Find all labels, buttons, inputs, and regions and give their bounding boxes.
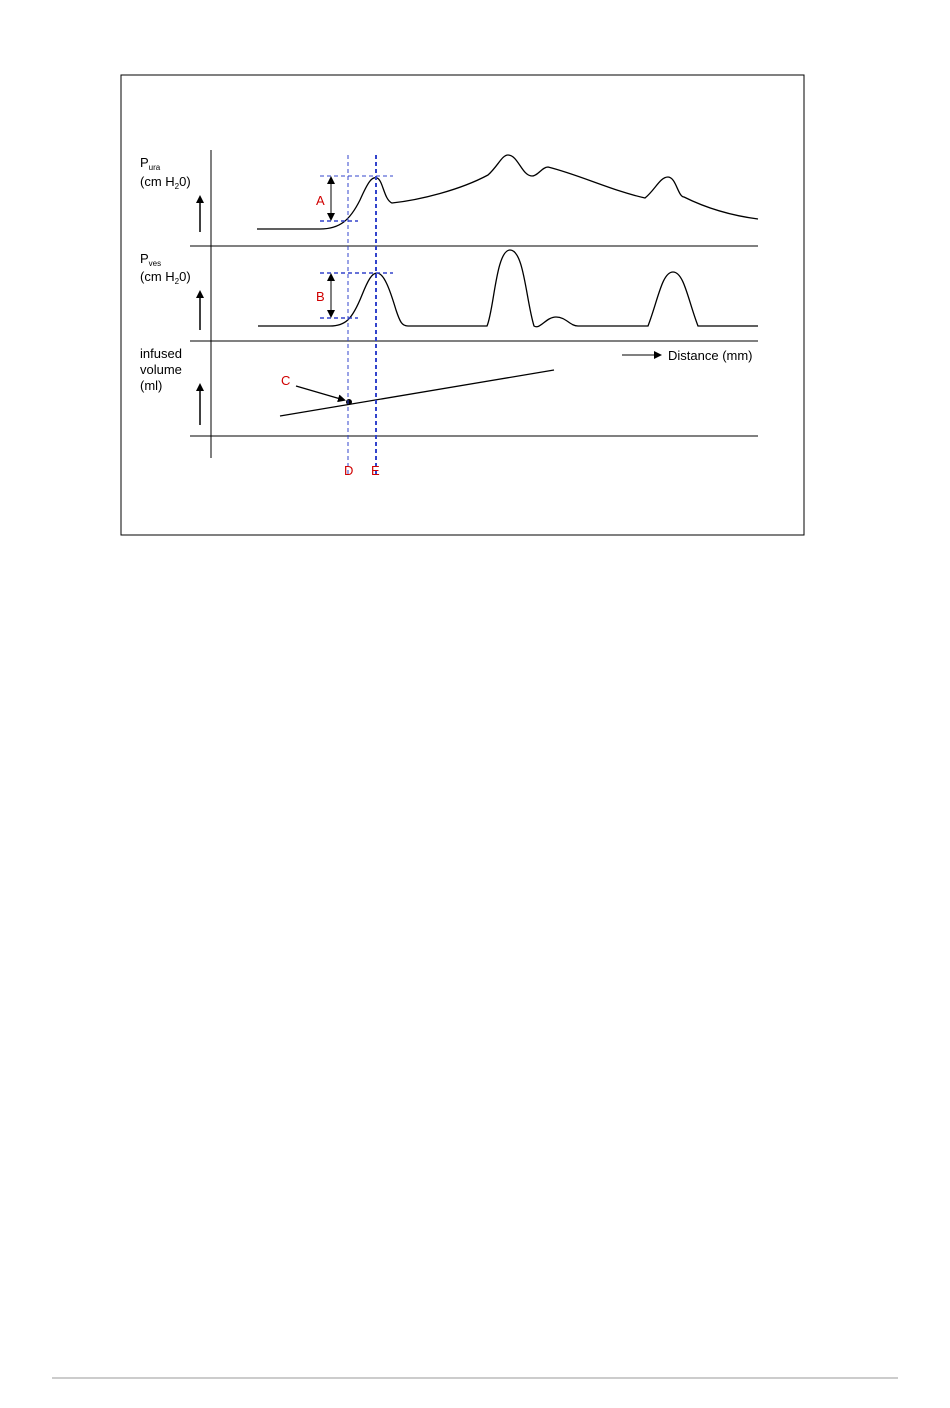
subscript: ura xyxy=(149,163,161,172)
figure-frame xyxy=(120,74,805,536)
guides xyxy=(320,155,393,475)
unit: 0) xyxy=(179,269,191,284)
subscript: 2 xyxy=(175,277,180,286)
marker-label: C xyxy=(281,373,290,388)
axes xyxy=(190,150,758,458)
panel-label: infused xyxy=(140,346,182,361)
symbol: P xyxy=(140,155,149,170)
panel-label: (ml) xyxy=(140,378,162,393)
panel-label: Pves xyxy=(140,251,161,268)
unit: 0) xyxy=(179,174,191,189)
panel-label: Pura xyxy=(140,155,161,172)
marker-label: B xyxy=(316,289,325,304)
marker-label: D xyxy=(344,463,353,478)
panel-unit: (cm H20) xyxy=(140,174,191,191)
subscript: 2 xyxy=(175,182,180,191)
subscript: ves xyxy=(149,259,161,268)
panel-label: volume xyxy=(140,362,182,377)
unit: (cm H xyxy=(140,174,175,189)
panel-unit: (cm H20) xyxy=(140,269,191,286)
symbol: P xyxy=(140,251,149,266)
marker-label: E xyxy=(371,463,380,478)
point-c xyxy=(346,399,352,405)
unit: (cm H xyxy=(140,269,175,284)
x-axis-label: Distance (mm) xyxy=(668,348,753,363)
marker-label: A xyxy=(316,193,325,208)
